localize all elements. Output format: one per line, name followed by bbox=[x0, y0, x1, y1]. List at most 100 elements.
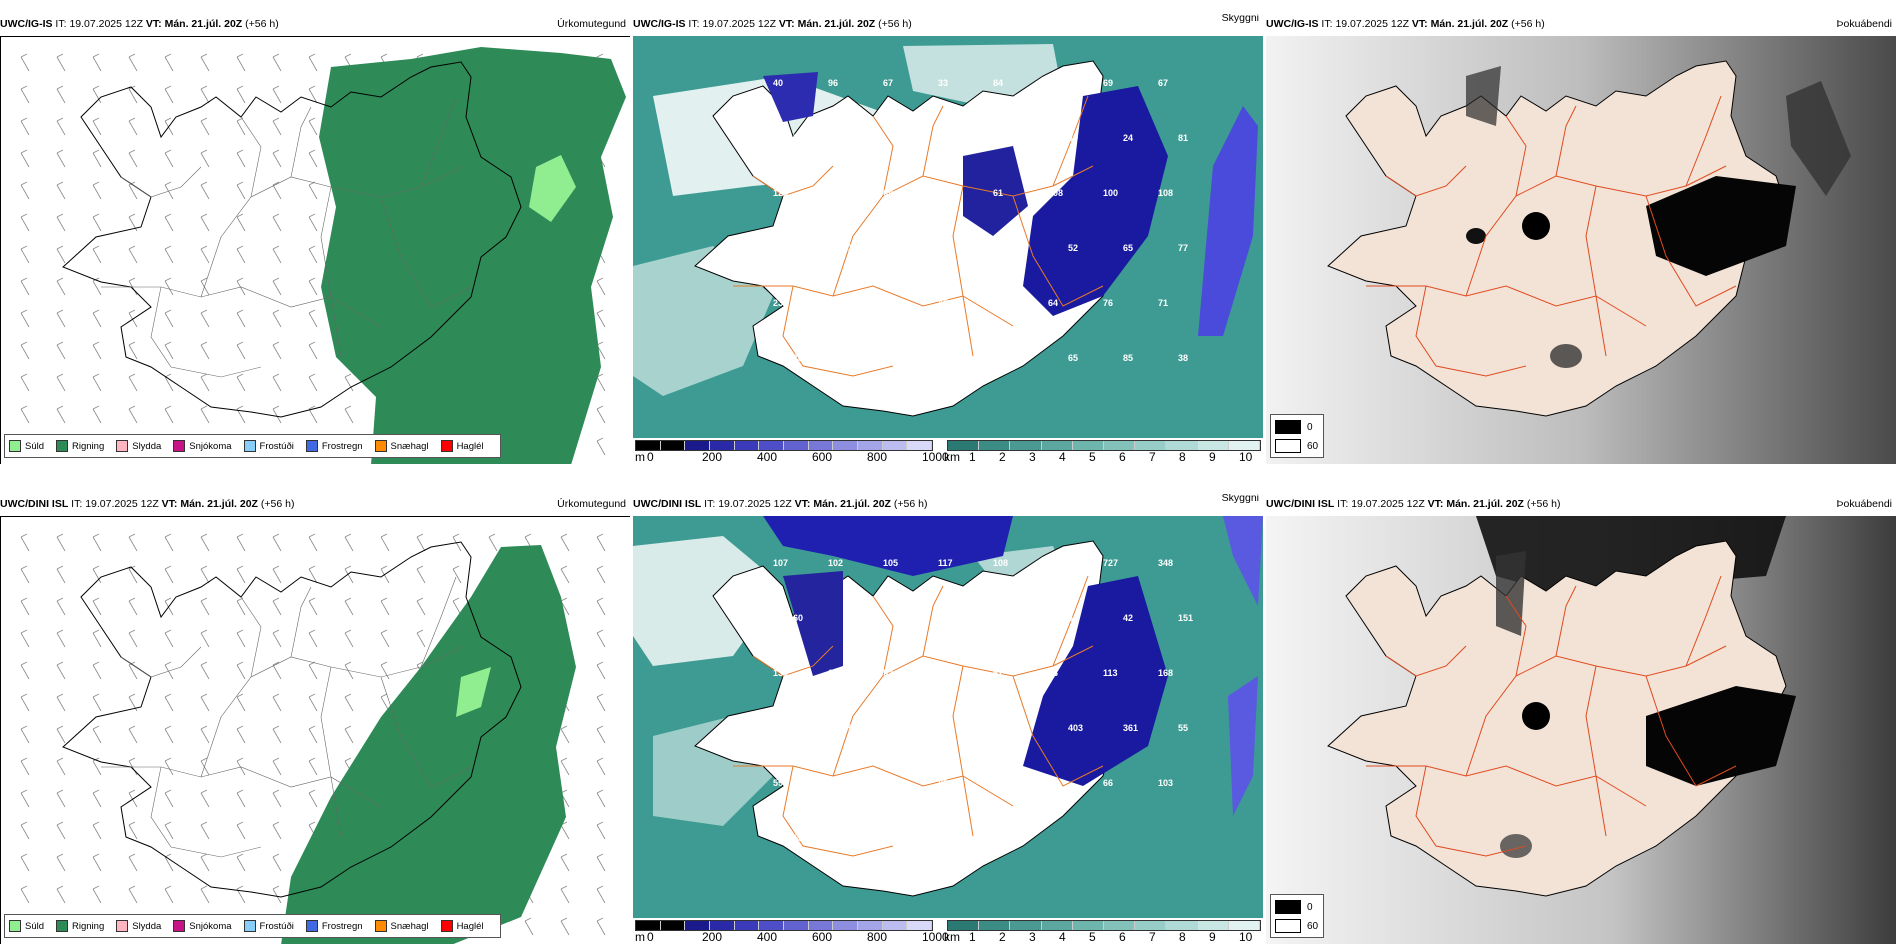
legend-swatch bbox=[56, 440, 69, 452]
wind-barb bbox=[308, 533, 318, 552]
vt-value: Mán. 21.júl. 20Z bbox=[164, 18, 243, 30]
legend-label: Slydda bbox=[132, 440, 162, 452]
cloud-base-value: 40 bbox=[773, 78, 783, 88]
wind-barb bbox=[596, 853, 606, 872]
fog-black-swatch bbox=[1275, 900, 1301, 914]
legend-label: Rigning bbox=[72, 440, 105, 452]
wind-barb bbox=[380, 597, 390, 616]
cloud-base-value: 42 bbox=[1123, 613, 1133, 623]
bottom-precip-panel: UWC/DINI ISL IT: 19.07.2025 12Z VT: Mán.… bbox=[0, 494, 630, 944]
cloud-base-value: 60 bbox=[828, 298, 838, 308]
wind-barb bbox=[92, 565, 102, 584]
wind-barb bbox=[560, 533, 570, 552]
wind-barb bbox=[272, 533, 282, 552]
wind-barb bbox=[236, 85, 246, 104]
wind-barb bbox=[128, 53, 138, 72]
fog-min-label: 0 bbox=[1307, 421, 1313, 433]
vt-value: Mán. 21.júl. 20Z bbox=[1446, 498, 1524, 510]
road-line bbox=[320, 666, 342, 838]
road-line bbox=[1685, 575, 1722, 667]
legend-label: Snæhagl bbox=[390, 440, 429, 452]
lead-time: (+56 h) bbox=[1511, 18, 1545, 30]
vis-tick-label: 8 bbox=[1179, 450, 1186, 464]
wind-barb bbox=[164, 629, 174, 648]
wind-barb bbox=[92, 149, 102, 168]
wind-barb bbox=[20, 53, 30, 72]
wind-barb bbox=[56, 693, 66, 712]
wind-barb bbox=[92, 181, 102, 200]
wind-barb bbox=[164, 693, 174, 712]
wind-barb bbox=[92, 885, 102, 904]
wind-barb bbox=[164, 757, 174, 776]
wind-barb bbox=[128, 245, 138, 264]
it-value: 19.07.2025 12Z bbox=[1335, 18, 1409, 30]
cloud-base-value: 232 bbox=[773, 298, 788, 308]
wind-barb bbox=[272, 693, 282, 712]
cloud-base-value: 53 bbox=[793, 133, 803, 143]
base-tick-label: 200 bbox=[702, 930, 723, 944]
cloud-base-value: 56 bbox=[903, 133, 913, 143]
wind-barb bbox=[308, 53, 318, 72]
wind-barb bbox=[128, 341, 138, 360]
wind-barb bbox=[452, 565, 462, 584]
cloud-base-value: 53 bbox=[793, 833, 803, 843]
wind-barb bbox=[596, 629, 606, 648]
wind-barb bbox=[596, 437, 606, 456]
wind-barb bbox=[56, 149, 66, 168]
wind-barb bbox=[92, 533, 102, 552]
road-line bbox=[1052, 575, 1089, 667]
wind-barb bbox=[596, 917, 606, 936]
vis-tick-label: 10 bbox=[1239, 450, 1253, 464]
wind-barb bbox=[236, 53, 246, 72]
legend-label: Snjókoma bbox=[189, 440, 232, 452]
wind-barb bbox=[56, 341, 66, 360]
wind-barb bbox=[272, 85, 282, 104]
cloud-base-value: 90 bbox=[883, 298, 893, 308]
wind-barb bbox=[560, 757, 570, 776]
legend-item: Haglél bbox=[440, 920, 484, 932]
wind-barb bbox=[92, 725, 102, 744]
visibility-colorbar bbox=[947, 440, 1261, 451]
wind-barb bbox=[308, 277, 318, 296]
wind-barb bbox=[128, 789, 138, 808]
wind-barb bbox=[308, 213, 318, 232]
wind-barb bbox=[20, 725, 30, 744]
wind-barb bbox=[308, 245, 318, 264]
top-precip-panel: UWC/IG-IS IT: 19.07.2025 12Z VT: Mán. 21… bbox=[0, 14, 630, 464]
wind-barb bbox=[56, 565, 66, 584]
road-line bbox=[420, 96, 457, 188]
bottom-cloud-panel: UWC/DINI ISL IT: 19.07.2025 12Z VT: Mán.… bbox=[633, 494, 1263, 944]
wind-barb bbox=[200, 85, 210, 104]
it-label: IT: bbox=[55, 18, 67, 30]
wind-barb bbox=[596, 565, 606, 584]
road-line bbox=[1052, 95, 1089, 187]
vis-tick-label: 8 bbox=[1179, 930, 1186, 944]
wind-barb bbox=[596, 309, 606, 328]
cloud-base-value: 76 bbox=[1103, 298, 1113, 308]
panel-header: UWC/DINI ISL IT: 19.07.2025 12Z VT: Mán.… bbox=[0, 494, 630, 514]
cloud-base-value: 60 bbox=[793, 613, 803, 623]
road-line bbox=[1585, 185, 1607, 357]
cloud-base-value: 727 bbox=[1103, 558, 1118, 568]
cloud-base-value: 69 bbox=[903, 723, 913, 733]
legend-swatch bbox=[305, 920, 318, 932]
wind-barb bbox=[200, 53, 210, 72]
wind-barb bbox=[200, 693, 210, 712]
wind-barb bbox=[56, 53, 66, 72]
fog-max-label: 60 bbox=[1307, 440, 1319, 452]
wind-barb bbox=[56, 885, 66, 904]
legend-swatch bbox=[9, 440, 21, 452]
wind-barb bbox=[272, 853, 282, 872]
legend-label: Súld bbox=[25, 920, 45, 932]
road-line bbox=[1645, 195, 1737, 307]
cloud-base-value: 67 bbox=[1158, 78, 1168, 88]
cloud-base-value: 71 bbox=[1158, 298, 1168, 308]
wind-barb bbox=[200, 277, 210, 296]
legend-label: Snjókoma bbox=[189, 920, 232, 932]
vt-label: VT: bbox=[794, 498, 811, 510]
wind-barb bbox=[308, 725, 318, 744]
cloud-base-value: 66 bbox=[1103, 778, 1113, 788]
cloud-base-value: 68 bbox=[993, 778, 1003, 788]
cloud-base-value: 78 bbox=[793, 353, 803, 363]
wind-barb bbox=[20, 597, 30, 616]
